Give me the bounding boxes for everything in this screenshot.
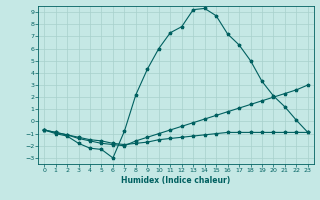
- X-axis label: Humidex (Indice chaleur): Humidex (Indice chaleur): [121, 176, 231, 185]
